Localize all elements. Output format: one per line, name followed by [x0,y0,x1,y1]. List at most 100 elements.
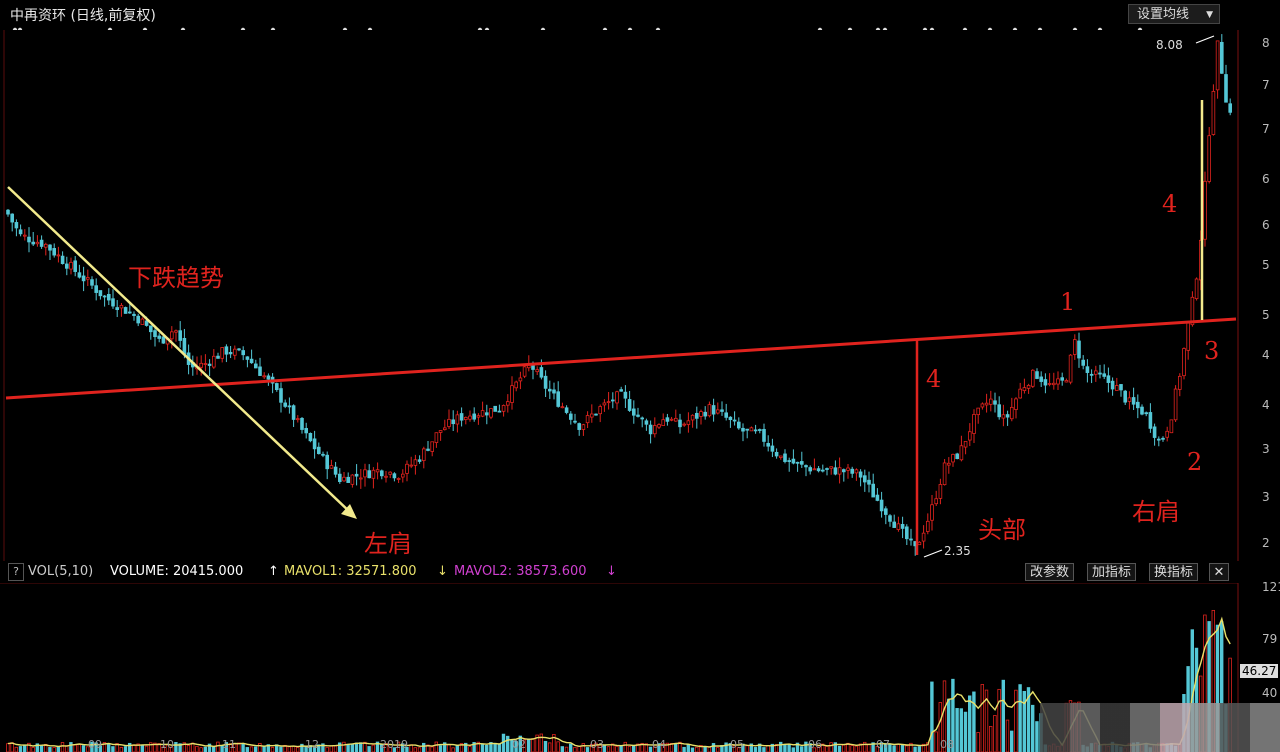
volume-bar [804,741,808,752]
volume-bar [976,732,980,752]
candle-body [833,467,838,475]
volume-up-arrow-icon: ↑ [268,564,279,579]
candle-body [816,468,821,472]
candle-body [44,243,48,248]
candle-body [1089,373,1094,376]
candle-body [1039,376,1044,382]
volume-bar [951,678,955,752]
price-chart[interactable] [0,30,1280,561]
candle-body [766,443,770,447]
candle-body [375,469,380,473]
candle-body [968,431,972,441]
chevron-down-icon: ▼ [1206,10,1213,20]
candle-body [417,459,422,462]
volume-bar [1194,647,1199,752]
candle-body [699,411,703,417]
volume-bar [690,747,695,752]
candle-body [1073,339,1077,355]
volume-bar [216,741,220,752]
candle-body [682,423,686,426]
candle-body [132,313,136,316]
volume-bar [321,743,325,752]
candle-body [678,419,682,428]
volume-bar [1220,621,1224,752]
candle-body [388,471,392,475]
price-tick-label: 3 [1262,490,1270,504]
candle-body [1215,40,1220,91]
candle-body [564,407,569,413]
candle-body [917,541,922,546]
candle-body [900,524,905,529]
candle-body [867,479,871,485]
price-tick-label: 4 [1262,348,1270,362]
candle-body [489,408,493,418]
candle-body [438,430,443,433]
candle-body [86,277,90,280]
candle-body [480,410,485,417]
edit-params-button[interactable]: 改参数 [1025,563,1075,581]
candle-body [963,441,968,448]
add-indicator-button[interactable]: 加指标 [1087,563,1137,581]
volume-bar [224,742,228,752]
volume-bar [636,743,640,752]
volume-bar [942,680,947,752]
price-tick-label: 6 [1262,218,1270,232]
volume-bar [829,742,833,752]
candle-body [581,424,586,430]
time-tick-label: 09 [88,738,102,751]
candle-body [65,263,69,269]
candle-body [548,388,552,392]
volume-bar [543,740,548,752]
candle-body [207,363,212,366]
volume-tick-label: 46.27 [1240,664,1279,678]
close-indicator-button[interactable]: ✕ [1209,563,1229,581]
volume-bar [611,743,615,752]
volume-bar [81,745,86,752]
label-left-shoulder: 左肩 [364,530,412,558]
candle-body [98,290,103,297]
help-button[interactable]: ? [8,563,24,581]
volume-bar [728,743,732,752]
candle-body [14,222,19,229]
candle-body [753,429,758,432]
candle-body [863,475,867,483]
candle-body [510,385,514,403]
candle-body [1052,382,1056,386]
volume-bar [413,747,417,752]
candle-body [35,241,40,245]
candle-body [732,419,737,422]
candle-body [258,366,262,376]
arrow-head-icon [341,504,357,519]
volume-bar [930,681,934,752]
volume-bar [522,739,527,752]
volume-bar [1005,719,1010,752]
candle-body [111,298,115,307]
candle-body [707,404,712,417]
volume-bar [875,746,879,752]
volume-bar [438,745,443,752]
candle-body [569,413,573,420]
volume-bar [6,743,10,752]
volume-chart[interactable] [0,583,1280,752]
candle-body [657,424,661,428]
candle-body [800,461,804,465]
volume-bar [1026,687,1031,752]
candle-body [224,346,229,355]
candle-body [283,402,287,407]
volume-bar [539,733,543,752]
mavol2-value: MAVOL2: 38573.600 [454,564,587,579]
candle-body [249,358,254,364]
candle-body [787,460,791,462]
candle-body [653,425,657,435]
candle-body [1169,419,1174,434]
mavol1-down-arrow-icon: ↓ [437,564,448,579]
volume-value: VOLUME: 20415.000 [110,564,244,579]
chart-header: 中再资环 (日线,前复权) 设置均线 ▼ [0,0,1280,33]
candle-body [102,295,107,298]
candle-body [18,229,23,235]
volume-bar [850,745,854,752]
candle-body [518,377,523,382]
candle-body [535,369,539,373]
change-indicator-button[interactable]: 换指标 [1149,563,1199,581]
ma-settings-dropdown[interactable]: 设置均线 ▼ [1128,4,1220,24]
